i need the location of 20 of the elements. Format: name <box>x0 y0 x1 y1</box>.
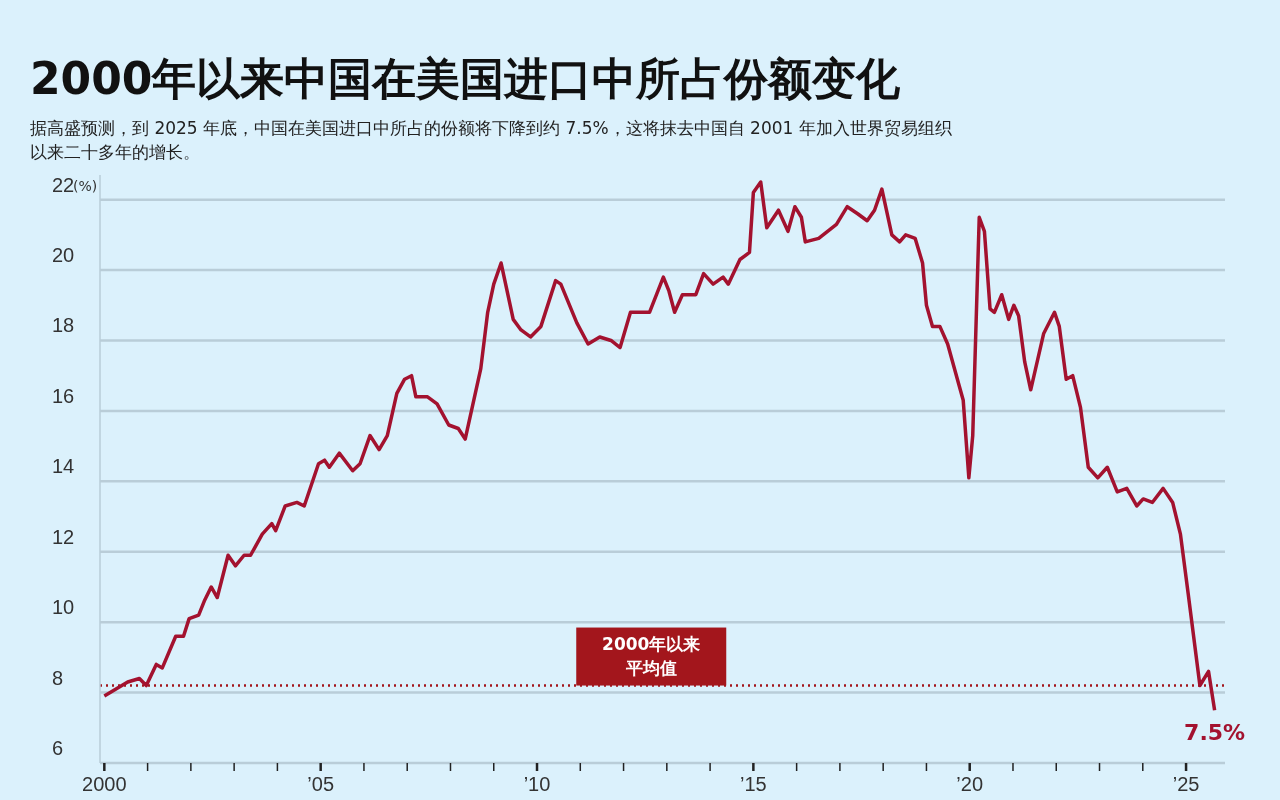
y-tick-label: 20 <box>52 244 75 267</box>
y-tick-label: 10 <box>52 596 75 619</box>
x-tick-label: ’05 <box>307 773 335 795</box>
ref-line-label: 2000年以来平均值 <box>602 633 701 678</box>
y-axis-title: (%) <box>73 178 98 194</box>
chart-subtitle: 据高盛预测，到 2025 年底，中国在美国进口中所占的份额将下降到约 7.5%，这将抹去中国自 2001 年加入世界贸易组织以来二十多年的增长。 <box>30 117 953 164</box>
chart-title: 2000年以来中国在美国进口中所占份额变化 <box>30 52 901 106</box>
x-tick-label: ’20 <box>956 773 984 795</box>
y-tick-label: 18 <box>52 314 75 337</box>
y-tick-label: 22 <box>52 173 75 196</box>
annotation: 7.5% <box>1184 719 1246 745</box>
y-tick-label: 16 <box>52 384 75 407</box>
y-tick-label: 12 <box>52 525 75 548</box>
x-tick-label: ’15 <box>740 773 767 795</box>
x-tick-label: ’10 <box>523 773 551 795</box>
x-tick-label: 2000 <box>82 773 127 795</box>
y-tick-label: 14 <box>52 455 75 478</box>
y-tick-label: 8 <box>52 666 64 689</box>
x-tick-label: ’25 <box>1172 773 1200 795</box>
y-tick-label: 6 <box>52 737 64 759</box>
